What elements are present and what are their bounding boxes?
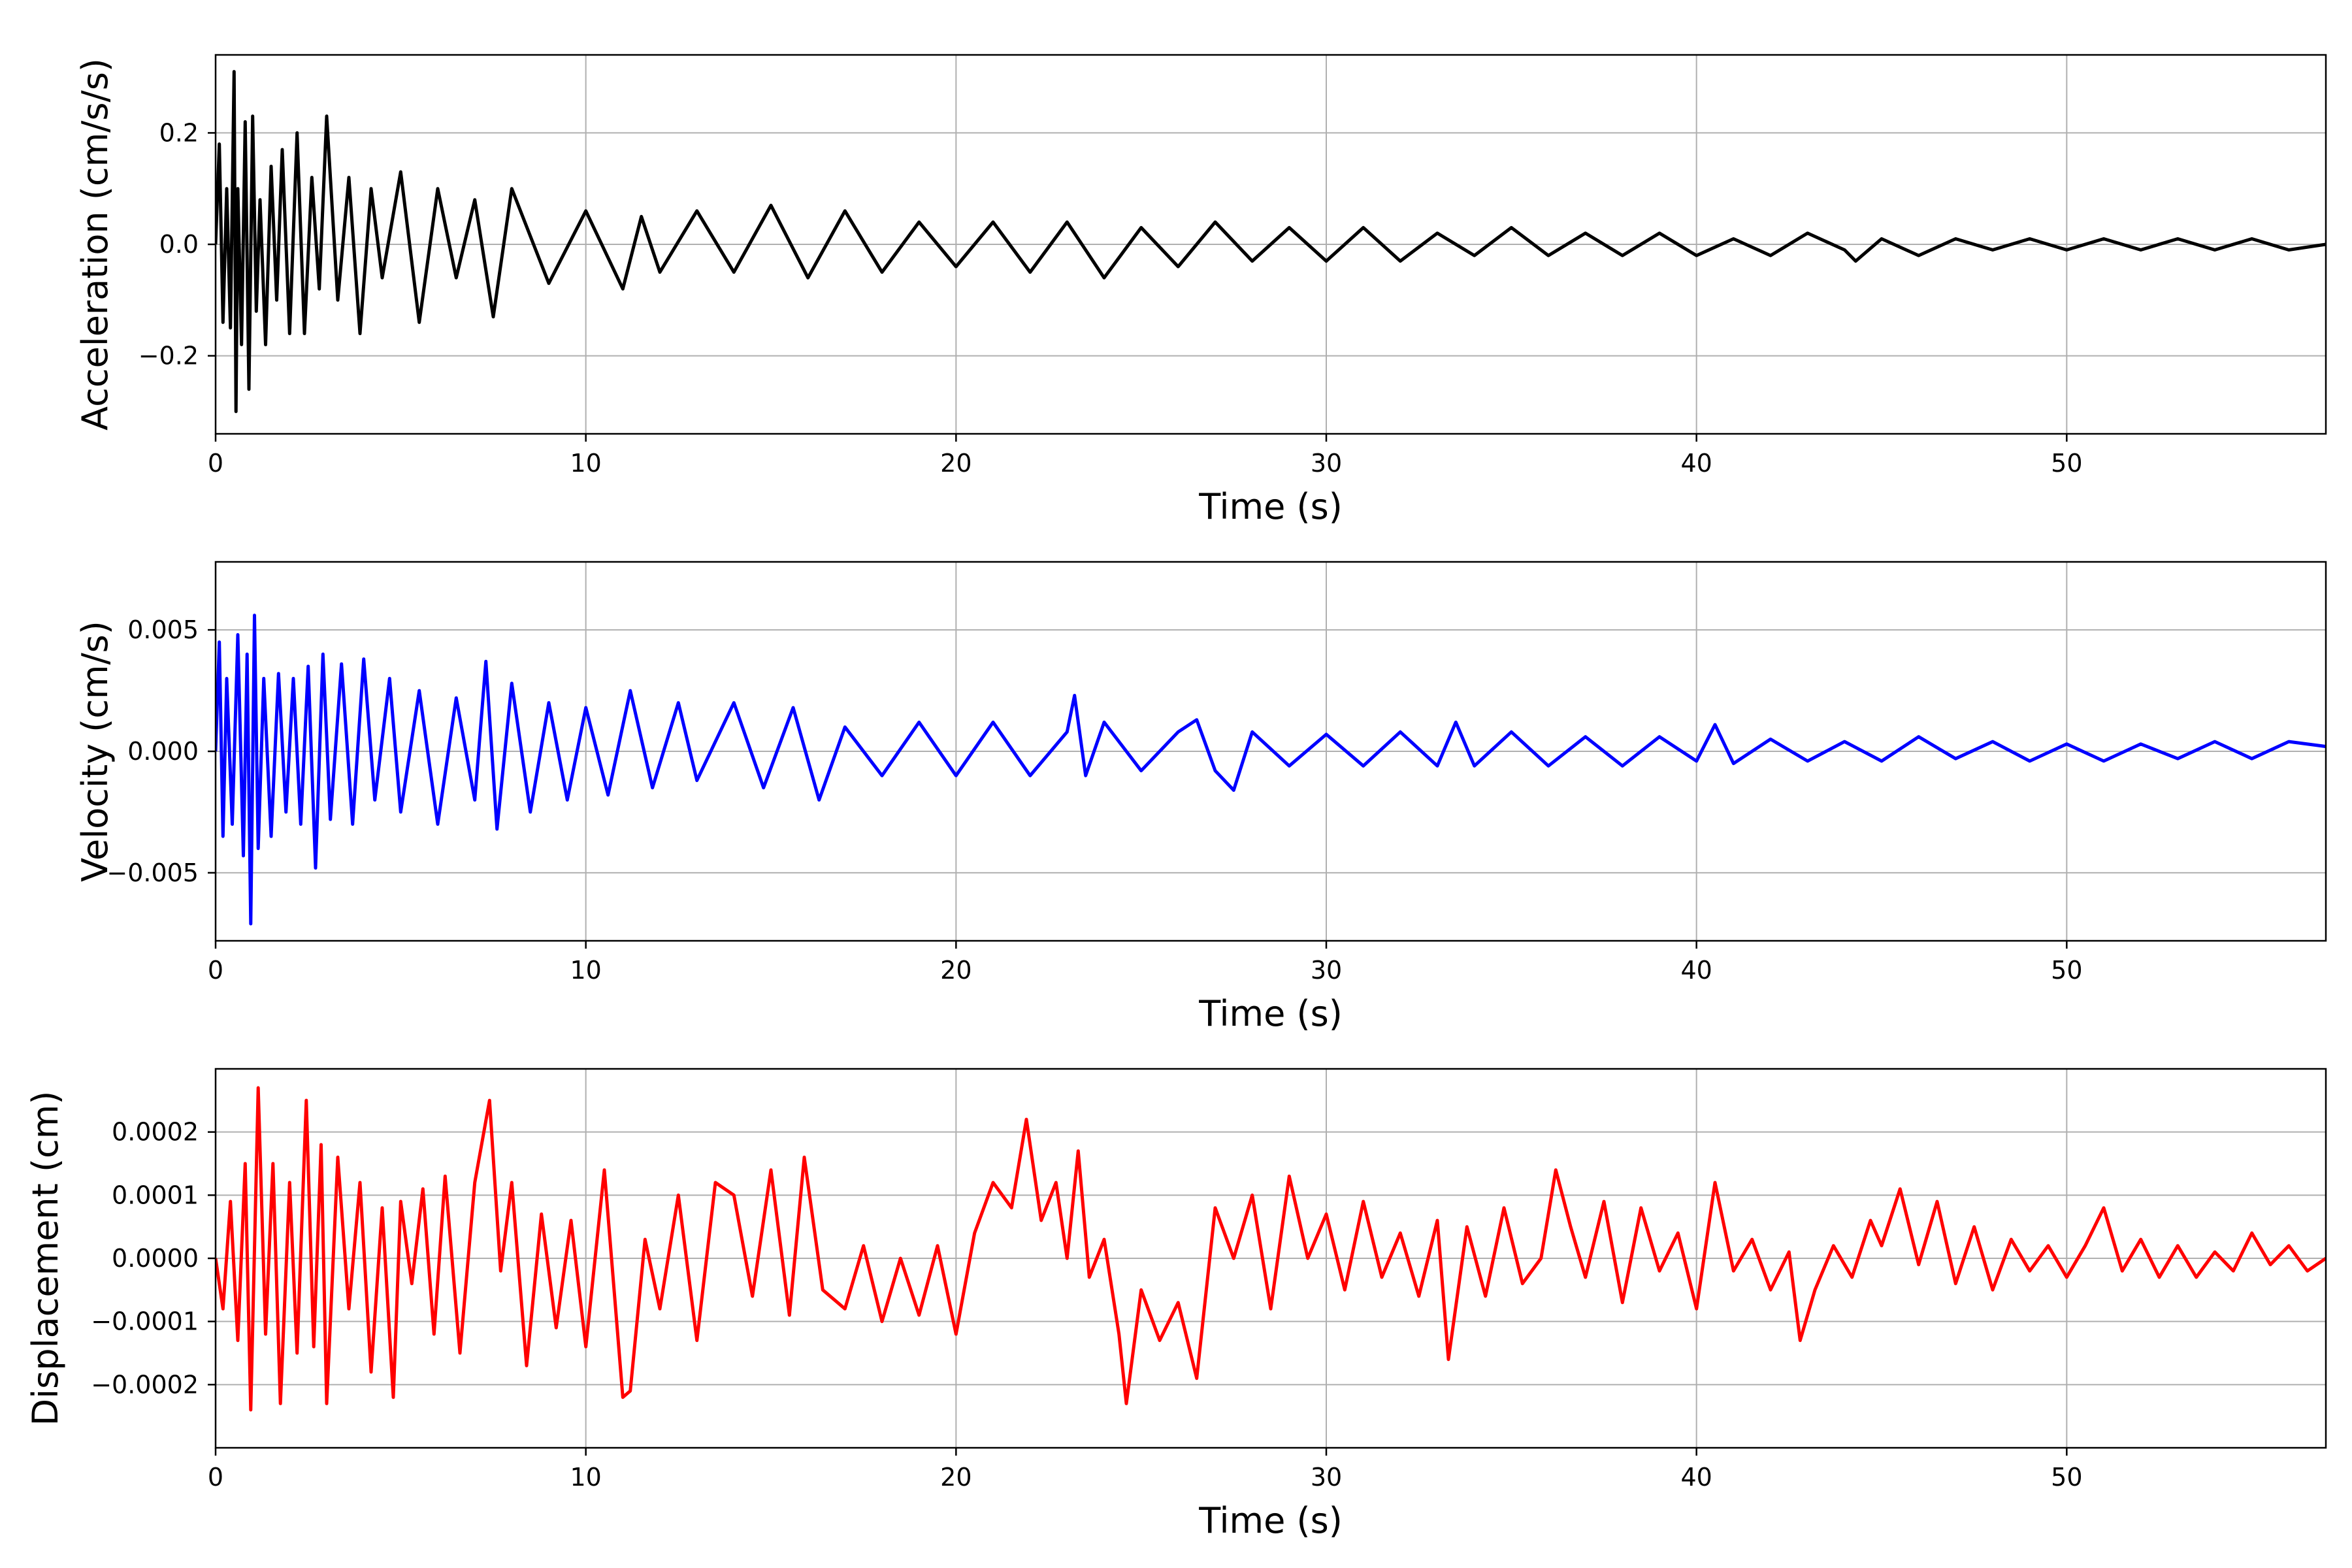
velocity-x-tick-label-3: 30 xyxy=(1311,956,1342,985)
velocity-series-line-0 xyxy=(216,613,2326,926)
displacement-x-tick-label-0: 0 xyxy=(208,1463,223,1492)
displacement-panel: 0 10 20 30 40 50 −0.0002 −0.0001 0.0000 0.0001 0.0… xyxy=(25,1068,2327,1541)
displacement-y-tick-label-1: −0.0001 xyxy=(91,1307,199,1336)
displacement-x-tick-label-3: 30 xyxy=(1311,1463,1342,1492)
acceleration-x-tick-label-5: 50 xyxy=(2051,449,2082,478)
displacement-x-tick-label-4: 40 xyxy=(1680,1463,1712,1492)
velocity-y-tick-label-2: 0.005 xyxy=(127,615,199,644)
displacement-y-axis-label: Displacement (cm) xyxy=(25,1091,66,1426)
acceleration-x-tick-label-0: 0 xyxy=(208,449,223,478)
displacement-x-tick-label-1: 10 xyxy=(570,1463,601,1492)
velocity-y-axis-label: Velocity (cm/s) xyxy=(74,621,116,882)
acceleration-x-tick-label-2: 20 xyxy=(940,449,972,478)
velocity-x-tick-label-4: 40 xyxy=(1680,956,1712,985)
displacement-y-tick-label-2: 0.0000 xyxy=(112,1244,199,1273)
displacement-y-tick-label-4: 0.0002 xyxy=(112,1118,199,1147)
acceleration-x-tick-label-1: 10 xyxy=(570,449,601,478)
velocity-x-tick-label-0: 0 xyxy=(208,956,223,985)
velocity-y-tick-label-1: 0.000 xyxy=(127,737,199,766)
acceleration-y-tick-label-2: 0.2 xyxy=(159,118,199,147)
displacement-x-axis-label: Time (s) xyxy=(1198,1500,1343,1541)
acceleration-series-line-0 xyxy=(216,70,2326,414)
velocity-y-tick-label-0: −0.005 xyxy=(106,858,199,887)
acceleration-y-axis-label: Acceleration (cm/s/s) xyxy=(74,58,116,431)
acceleration-x-tick-label-4: 40 xyxy=(1680,449,1712,478)
acceleration-panel: 0 10 20 30 40 50 −0.2 0.0 0.2 Time (s) Acceleratio… xyxy=(74,54,2327,527)
displacement-series-line-0 xyxy=(216,1086,2326,1412)
acceleration-y-tick-label-1: 0.0 xyxy=(159,230,199,259)
velocity-x-tick-label-1: 10 xyxy=(570,956,601,985)
velocity-x-axis-label: Time (s) xyxy=(1198,993,1343,1034)
velocity-panel: 0 10 20 30 40 50 −0.005 0.000 0.005 Time (s) Veloc… xyxy=(74,561,2327,1034)
acceleration-y-tick-label-0: −0.2 xyxy=(139,342,199,370)
displacement-x-tick-label-2: 20 xyxy=(940,1463,972,1492)
velocity-x-tick-label-5: 50 xyxy=(2051,956,2082,985)
acceleration-x-tick-label-3: 30 xyxy=(1311,449,1342,478)
displacement-y-tick-label-3: 0.0001 xyxy=(112,1181,199,1209)
velocity-x-tick-label-2: 20 xyxy=(940,956,972,985)
displacement-y-tick-label-0: −0.0002 xyxy=(91,1370,199,1399)
acceleration-x-axis-label: Time (s) xyxy=(1198,486,1343,527)
displacement-x-tick-label-5: 50 xyxy=(2051,1463,2082,1492)
